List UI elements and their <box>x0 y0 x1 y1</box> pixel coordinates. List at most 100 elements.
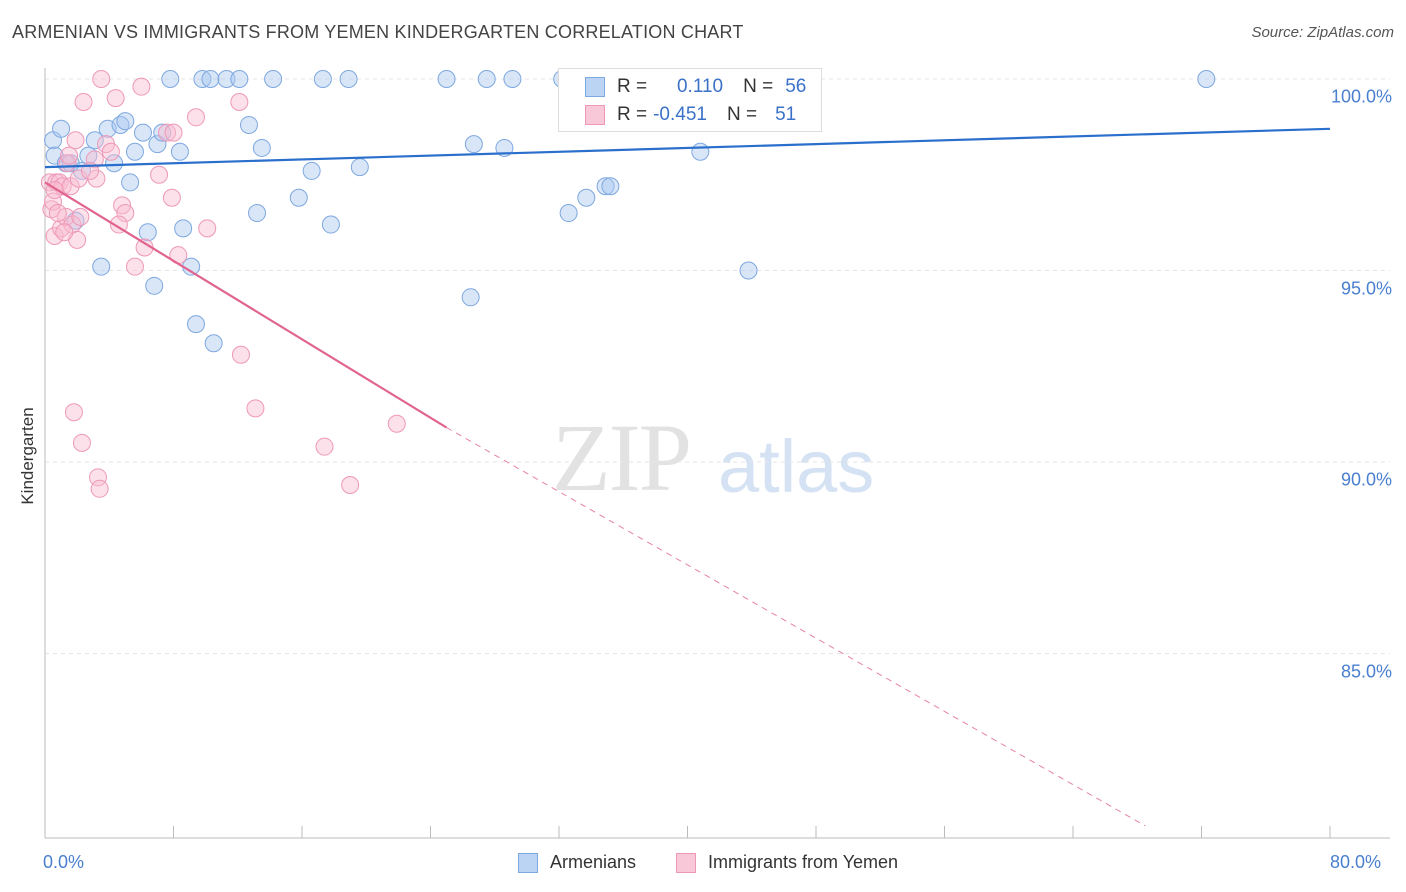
yemen-point <box>186 108 205 127</box>
yemen-point <box>90 479 109 498</box>
armenians-point <box>691 142 710 161</box>
armenians-point <box>201 70 220 88</box>
watermark-atlas: atlas <box>718 425 875 508</box>
x-tick-label-max: 80.0% <box>1330 852 1382 872</box>
armenians-point <box>601 177 620 196</box>
armenians-point <box>204 334 223 353</box>
armenians-point <box>121 173 140 192</box>
armenians-point <box>339 70 358 88</box>
armenians-point <box>477 70 496 88</box>
armenians-point <box>248 204 267 223</box>
armenians-point <box>85 131 104 150</box>
armenians-point <box>350 158 369 177</box>
yemen-point <box>387 414 406 433</box>
legend-swatch-armenians <box>585 77 605 97</box>
yemen-point <box>92 70 111 88</box>
yemen-point <box>48 204 67 223</box>
armenians-point <box>217 70 236 88</box>
yemen-point <box>101 142 120 161</box>
legend-n-value: 51 <box>775 104 797 125</box>
legend-swatch-armenians <box>518 852 538 873</box>
yemen-point <box>315 437 334 456</box>
armenians-point <box>461 288 480 307</box>
armenians-point <box>321 215 340 234</box>
armenians-point <box>464 135 483 154</box>
armenians-point <box>252 138 271 157</box>
armenians-point <box>1197 70 1216 88</box>
yemen-trend-line <box>44 181 448 429</box>
y-tick-label: 90.0% <box>1340 469 1392 490</box>
yemen-point <box>158 123 177 142</box>
yemen-point <box>44 192 63 211</box>
armenians-point <box>289 188 308 207</box>
yemen-point <box>45 227 64 246</box>
yemen-point <box>162 188 181 207</box>
legend-item-armenians: Armenians <box>518 852 636 873</box>
correlation-legend: R = 0.110 N = 56 R = -0.451 N = 51 <box>558 68 822 132</box>
yemen-point <box>89 468 108 487</box>
legend-r-value: 0.110 <box>676 76 724 97</box>
armenians-point <box>559 204 578 223</box>
armenians-point <box>52 119 71 138</box>
chart-title: ARMENIAN VS IMMIGRANTS FROM YEMEN KINDER… <box>12 22 744 42</box>
legend-row-yemen: R = -0.451 N = 51 <box>559 101 796 129</box>
armenians-point <box>92 257 111 276</box>
yemen-point <box>109 215 128 234</box>
yemen-point <box>74 92 93 111</box>
armenians-point <box>264 70 283 88</box>
armenians-point <box>302 161 321 180</box>
y-tick-label: 85.0% <box>1340 661 1392 681</box>
legend-r-value: -0.451 <box>653 104 707 125</box>
yemen-point <box>231 345 250 364</box>
armenians-point <box>161 70 180 88</box>
armenians-point <box>145 276 164 295</box>
yemen-point <box>72 433 91 452</box>
legend-item-yemen: Immigrants from Yemen <box>676 852 898 873</box>
yemen-point <box>116 204 135 223</box>
yemen-point <box>125 257 144 276</box>
series-legend: Armenians Immigrants from Yemen <box>0 850 1406 880</box>
yemen-point <box>55 223 74 242</box>
yemen-point <box>66 131 85 150</box>
legend-n-label: N = <box>743 76 774 97</box>
yemen-point <box>132 77 151 96</box>
armenians-point <box>239 115 258 134</box>
y-tick-label: 95.0% <box>1340 278 1392 298</box>
armenians-point <box>577 188 596 207</box>
yemen-point <box>246 399 265 418</box>
source-label: Source: ZipAtlas.com <box>1251 24 1394 41</box>
armenians-point <box>138 223 157 242</box>
legend-label-armenians: Armenians <box>550 852 637 872</box>
yemen-point <box>87 169 106 188</box>
watermark-zip: ZIP <box>552 404 692 511</box>
yemen-point <box>106 89 125 108</box>
legend-r-label: R = <box>617 76 648 97</box>
armenians-point <box>186 315 205 334</box>
yemen-point <box>150 165 169 184</box>
legend-n-label: N = <box>726 104 758 125</box>
legend-label-yemen: Immigrants from Yemen <box>708 852 899 872</box>
yemen-point <box>64 403 83 422</box>
armenians-point <box>503 70 522 88</box>
armenians-point <box>313 70 332 88</box>
yemen-point <box>198 219 217 238</box>
legend-n-value: 56 <box>785 76 807 97</box>
armenians-point <box>125 142 144 161</box>
armenians-point <box>437 70 456 88</box>
yemen-trend-line-extrapolated <box>446 427 1146 827</box>
legend-r-label: R = <box>617 104 648 125</box>
legend-swatch-yemen <box>676 852 696 873</box>
armenians-point <box>148 135 167 154</box>
armenians-point <box>596 177 615 196</box>
yemen-point <box>85 150 104 169</box>
armenians-point <box>230 70 249 88</box>
yemen-point <box>60 146 79 165</box>
x-tick-label-min: 0.0% <box>43 852 85 872</box>
yemen-point <box>164 123 183 142</box>
armenians-point <box>116 112 135 131</box>
legend-row-armenians: R = 0.110 N = 56 <box>559 73 806 101</box>
yemen-point <box>341 475 360 494</box>
legend-swatch-yemen <box>585 105 605 125</box>
armenians-point <box>105 154 124 173</box>
